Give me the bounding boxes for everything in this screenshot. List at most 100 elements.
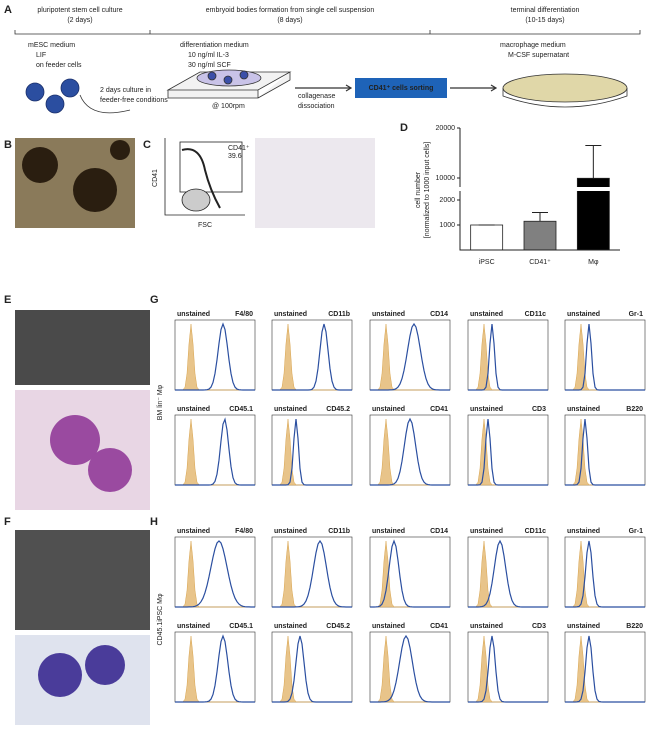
cell xyxy=(60,78,80,98)
marker-label: Gr-1 xyxy=(629,528,644,535)
stage-duration: (2 days) xyxy=(67,17,92,24)
medium-name: mESC medium xyxy=(28,42,75,49)
unstained-histogram xyxy=(175,540,255,608)
stained-histogram xyxy=(175,540,255,608)
error-bar xyxy=(532,212,548,222)
marker-label: B220 xyxy=(626,623,643,630)
marker-label: Gr-1 xyxy=(629,311,644,318)
dish xyxy=(502,73,628,103)
unstained-label: unstained xyxy=(567,528,600,535)
marker-label: CD3 xyxy=(532,623,546,630)
stage-title: terminal differentiation xyxy=(511,7,580,14)
medium-item: on feeder cells xyxy=(36,62,82,69)
stained-histogram xyxy=(272,635,352,703)
unstained-label: unstained xyxy=(274,528,307,535)
gate-value: 39.6 xyxy=(228,153,242,160)
axis-label: CD41 xyxy=(152,169,159,187)
stained-histogram xyxy=(272,418,352,486)
arrow xyxy=(79,94,131,114)
sorting-label: CD41⁺ cells sorting xyxy=(369,85,434,92)
unstained-label: unstained xyxy=(372,623,405,630)
unstained-label: unstained xyxy=(567,406,600,413)
cytospin-image xyxy=(255,138,375,228)
marker-label: CD41 xyxy=(430,406,448,413)
cell xyxy=(85,645,125,685)
medium-item: M-CSF supernatant xyxy=(508,52,569,59)
dish-wall xyxy=(502,88,628,108)
axis-label: FSC xyxy=(198,222,212,229)
colony xyxy=(73,168,117,212)
gate-label: CD41⁺ xyxy=(228,145,250,152)
eb xyxy=(207,71,217,81)
y-tick-label: 2000 xyxy=(439,197,455,204)
stage-title: embryoid bodies formation from single ce… xyxy=(206,7,375,14)
stained-histogram xyxy=(370,322,450,391)
marker-label: CD11b xyxy=(328,311,350,318)
density xyxy=(181,188,211,212)
axes xyxy=(164,138,245,216)
bracket xyxy=(14,30,641,35)
cell xyxy=(25,82,45,102)
bar xyxy=(523,220,557,251)
y-tick-label: 10000 xyxy=(436,175,456,182)
medium-name: differentiation medium xyxy=(180,42,249,49)
axis xyxy=(459,128,620,251)
stained-histogram xyxy=(272,539,352,608)
panel-label: B xyxy=(4,139,12,151)
brightfield-image xyxy=(15,310,150,385)
unstained-label: unstained xyxy=(177,623,210,630)
colony xyxy=(22,147,58,183)
marker-label: CD14 xyxy=(430,528,448,535)
eb xyxy=(223,75,233,85)
stained-histogram xyxy=(565,323,645,391)
unstained-label: unstained xyxy=(372,311,405,318)
stained-histogram xyxy=(272,323,352,391)
marker-label: CD45.2 xyxy=(326,623,350,630)
brightfield-image xyxy=(15,530,150,630)
marker-label: CD14 xyxy=(430,311,448,318)
bar xyxy=(470,224,504,251)
panel-label: C xyxy=(143,139,151,151)
panel-label: F xyxy=(4,516,11,528)
gate xyxy=(179,141,243,193)
y-tick-label: 20000 xyxy=(436,125,456,132)
stained-histogram xyxy=(565,418,645,486)
y-axis-label: [normalized to 1000 input cells] xyxy=(424,142,431,239)
unstained-label: unstained xyxy=(177,311,210,318)
medium-name: macrophage medium xyxy=(500,42,566,49)
sorting-box xyxy=(355,78,447,98)
error-bar xyxy=(585,145,602,179)
unstained-label: unstained xyxy=(372,528,405,535)
flow-plot xyxy=(164,138,245,216)
density xyxy=(181,148,221,209)
x-tick-label: Mφ xyxy=(588,259,599,266)
marker-label: CD45.1 xyxy=(229,623,253,630)
stained-histogram xyxy=(370,539,450,608)
x-tick-label: iPSC xyxy=(479,259,495,266)
panel-label: A xyxy=(4,4,12,16)
note: @ 100rpm xyxy=(212,103,245,110)
y-axis-label: cell number xyxy=(415,171,422,208)
medium-item: 30 ng/ml SCF xyxy=(188,62,231,69)
unstained-label: unstained xyxy=(177,406,210,413)
note: collagenase xyxy=(298,93,335,100)
unstained-label: unstained xyxy=(274,311,307,318)
marker-label: F4/80 xyxy=(235,528,253,535)
stain-image xyxy=(15,635,150,725)
unstained-label: unstained xyxy=(567,311,600,318)
stained-histogram xyxy=(468,323,548,391)
panel-label: E xyxy=(4,294,11,306)
x-tick-label: CD41⁺ xyxy=(529,259,551,266)
marker-label: CD11c xyxy=(525,528,547,535)
stained-histogram xyxy=(370,634,450,703)
unstained-label: unstained xyxy=(372,406,405,413)
unstained-label: unstained xyxy=(470,406,503,413)
panel-label: D xyxy=(400,122,408,134)
medium-item: 10 ng/ml IL-3 xyxy=(188,52,229,59)
unstained-label: unstained xyxy=(470,311,503,318)
stained-histogram xyxy=(175,322,255,391)
stained-histogram xyxy=(468,539,548,608)
cell xyxy=(38,653,82,697)
unstained-label: unstained xyxy=(274,623,307,630)
marker-label: CD45.1 xyxy=(229,406,253,413)
